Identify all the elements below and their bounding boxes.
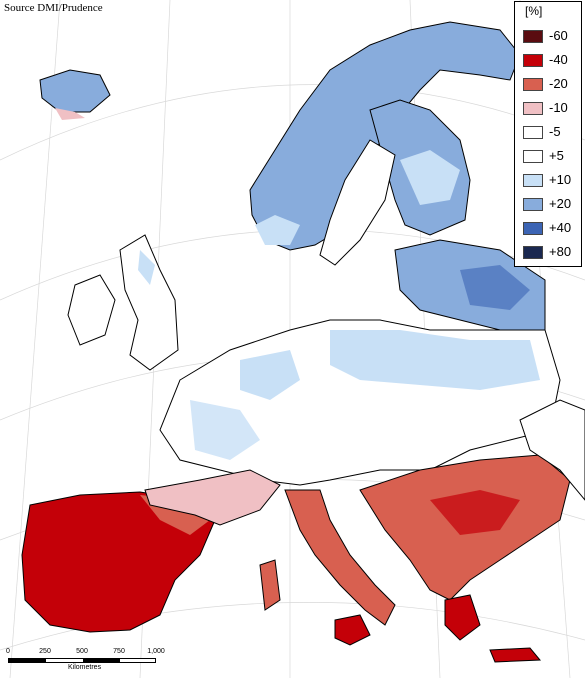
legend-swatch <box>523 150 543 163</box>
legend-row: -10 <box>523 98 581 118</box>
scale-tick-label: 250 <box>39 648 51 655</box>
southern-france <box>144 469 281 526</box>
legend-label: -10 <box>549 100 568 115</box>
legend-label: -20 <box>549 76 568 91</box>
baltic-states-region <box>394 239 546 331</box>
legend-swatch <box>523 30 543 43</box>
legend-swatch <box>523 222 543 235</box>
iceland <box>39 69 111 113</box>
legend-row: -40 <box>523 50 581 70</box>
legend-row: +20 <box>523 194 581 214</box>
legend-label: +20 <box>549 196 572 211</box>
legend-label: +5 <box>549 148 564 163</box>
legend-label: +80 <box>549 244 572 259</box>
black-sea <box>519 399 585 501</box>
scale-tick-label: 0 <box>6 648 10 655</box>
legend-row: -5 <box>523 122 581 142</box>
legend-swatch <box>523 54 543 67</box>
legend-row: +80 <box>523 242 581 262</box>
scale-bar: 0 250 500 750 1,000 Kilometres <box>4 648 180 676</box>
scale-bar-graphic <box>8 658 156 663</box>
legend-swatch <box>523 126 543 139</box>
legend-swatch <box>523 102 543 115</box>
legend-row: +10 <box>523 170 581 190</box>
legend-swatch <box>523 78 543 91</box>
legend-swatch <box>523 174 543 187</box>
legend-label: +40 <box>549 220 572 235</box>
legend-row: +40 <box>523 218 581 238</box>
scale-tick-label: 1,000 <box>147 648 165 655</box>
baltic-sea <box>319 139 396 266</box>
legend-swatch <box>523 198 543 211</box>
scale-ticks: 0 250 500 750 1,000 <box>4 648 180 660</box>
scandinavia-region <box>249 21 521 251</box>
legend-title: [%] <box>525 4 543 18</box>
legend-row: -60 <box>523 26 581 46</box>
legend-label: -5 <box>549 124 561 139</box>
balkans-greece <box>359 454 571 663</box>
legend-label: -40 <box>549 52 568 67</box>
legend-label: -60 <box>549 28 568 43</box>
source-credit: Source DMI/Prudence <box>4 2 103 14</box>
legend-row: +5 <box>523 146 581 166</box>
italy <box>259 489 396 646</box>
british-isles <box>67 234 179 371</box>
legend-label: +10 <box>549 172 572 187</box>
scale-units: Kilometres <box>68 664 102 671</box>
central-europe <box>159 319 561 486</box>
scale-tick-label: 500 <box>76 648 88 655</box>
legend-swatch <box>523 246 543 259</box>
scale-tick-label: 750 <box>113 648 125 655</box>
legend-row: -20 <box>523 74 581 94</box>
iceland-south <box>55 108 85 120</box>
legend: [%] -60 -40 -20 -10 -5 +5 +10 +20 +40 +80 <box>514 1 582 267</box>
